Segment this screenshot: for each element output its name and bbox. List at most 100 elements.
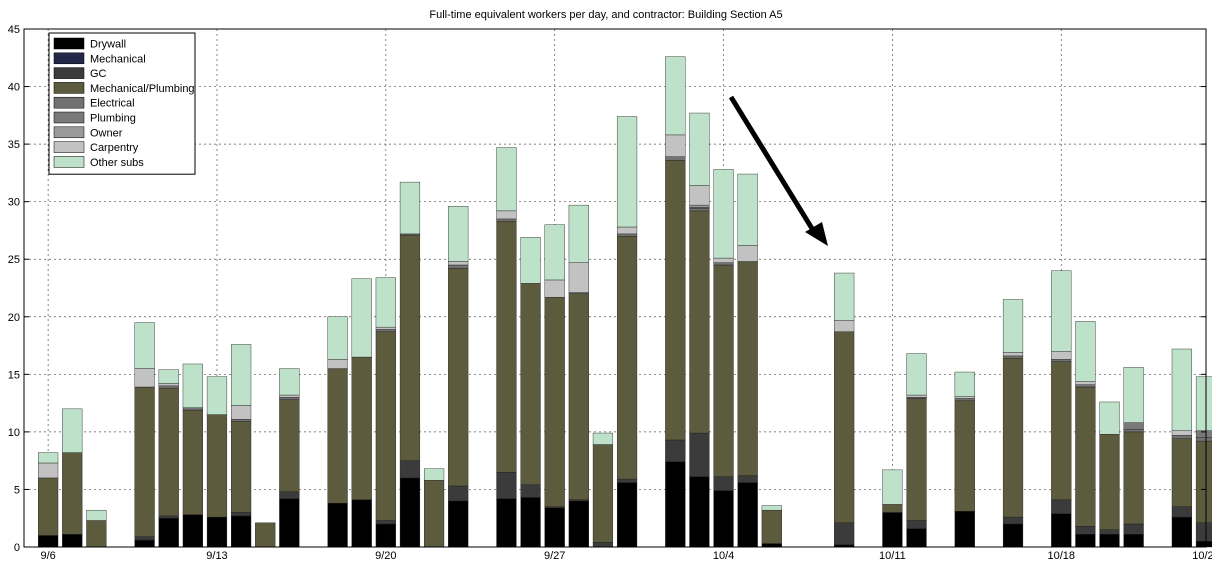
bar-segment <box>1075 384 1096 388</box>
bar-segment <box>882 469 903 505</box>
bar-segment <box>279 397 300 400</box>
bar-segment <box>327 503 348 548</box>
bar-segment <box>38 477 59 536</box>
x-axis: 9/6 9/13 9/20 9/27 10/4 10/11 10/18 10/25 <box>40 542 1212 562</box>
bar-segment <box>206 376 228 415</box>
bar-segment <box>1051 499 1072 514</box>
bar-segment <box>737 482 758 548</box>
bar-segment <box>954 371 975 397</box>
legend: Drywall Mechanical GC Mechanical/Plumbing El… <box>48 32 196 175</box>
bar-segment <box>496 147 517 212</box>
bar-segment <box>158 385 179 389</box>
bar-segment <box>496 498 517 548</box>
bar-segment <box>954 511 975 548</box>
bar-segment <box>351 499 372 548</box>
bar-segment <box>134 536 155 541</box>
bar-segment <box>592 432 614 445</box>
bar-segment <box>1195 437 1212 442</box>
y-tick-label: 20 <box>8 312 20 324</box>
x-tick-label: 10/25 <box>1192 550 1212 562</box>
bar-segment <box>182 363 203 408</box>
bar-segment <box>665 156 686 161</box>
bar-segment <box>689 476 710 548</box>
legend-swatch <box>53 82 85 94</box>
bar-segment <box>616 233 638 237</box>
bar-segment <box>1002 355 1024 359</box>
bar-segment <box>713 262 734 266</box>
bar-segment <box>592 444 614 543</box>
legend-swatch <box>53 141 85 153</box>
bar-segment <box>327 359 348 369</box>
bar-segment <box>761 543 782 548</box>
bar-segment <box>834 331 855 524</box>
bar-segment <box>1195 376 1212 431</box>
bar-segment <box>448 268 469 487</box>
bars-layer <box>38 56 1212 548</box>
x-tick-label: 10/18 <box>1047 550 1075 562</box>
bar-segment <box>592 542 614 548</box>
bar-segment <box>1195 440 1212 524</box>
bar-segment <box>1051 361 1072 501</box>
bar-segment <box>544 224 565 281</box>
bar-segment <box>134 322 155 369</box>
bar-segment <box>1123 422 1144 430</box>
bar-segment <box>1075 321 1096 382</box>
bar-segment <box>882 512 903 548</box>
bar-segment <box>231 421 252 513</box>
bar-segment <box>1099 401 1120 435</box>
bar-segment <box>1051 359 1072 362</box>
bar-segment <box>182 407 203 411</box>
bar-segment <box>1123 429 1144 433</box>
bar-segment <box>520 497 541 548</box>
bar-segment <box>327 316 348 360</box>
legend-label: Carpentry <box>90 142 139 154</box>
bar-segment <box>616 116 638 228</box>
y-tick-label: 40 <box>8 82 20 94</box>
bar-segment <box>954 398 975 402</box>
bar-segment <box>737 475 758 483</box>
bar-segment <box>520 237 541 284</box>
bar-segment <box>544 279 565 298</box>
bar-segment <box>665 439 686 463</box>
y-tick-label: 30 <box>8 197 20 209</box>
bar-segment <box>375 277 396 328</box>
bar-segment <box>1051 270 1072 352</box>
bar-segment <box>496 221 517 473</box>
bar-segment <box>906 394 927 398</box>
bar-segment <box>496 471 517 499</box>
bar-segment <box>520 283 541 486</box>
legend-label: Owner <box>90 127 123 139</box>
bar-segment <box>255 522 276 548</box>
y-tick-label: 35 <box>8 139 20 151</box>
bar-segment <box>86 520 107 548</box>
bar-segment <box>399 460 421 479</box>
bar-segment <box>182 514 203 548</box>
bar-segment <box>1099 529 1120 535</box>
bar-segment <box>182 409 203 515</box>
bar-segment <box>761 509 782 544</box>
bar-segment <box>399 181 421 235</box>
bar-segment <box>448 261 469 266</box>
bar-segment <box>906 528 927 548</box>
bar-segment <box>279 399 300 492</box>
bar-segment <box>134 539 155 548</box>
bar-segment <box>279 394 300 398</box>
bar-segment <box>231 405 252 420</box>
legend-label: Plumbing <box>90 113 136 125</box>
legend-swatch <box>53 37 85 50</box>
bar-segment <box>86 509 107 521</box>
bar-segment <box>279 368 300 396</box>
bar-segment <box>616 478 638 483</box>
bar-segment <box>665 134 686 157</box>
bar-segment <box>1075 534 1096 548</box>
bar-segment <box>1123 367 1144 423</box>
x-tick-label: 10/11 <box>879 550 906 562</box>
bar-segment <box>496 218 517 222</box>
bar-segment <box>906 520 927 529</box>
chart-title: Full-time equivalent workers per day, an… <box>429 9 782 21</box>
bar-segment <box>906 398 927 521</box>
bar-segment <box>761 505 782 511</box>
bar-segment <box>689 112 710 186</box>
bar-segment <box>568 293 589 501</box>
